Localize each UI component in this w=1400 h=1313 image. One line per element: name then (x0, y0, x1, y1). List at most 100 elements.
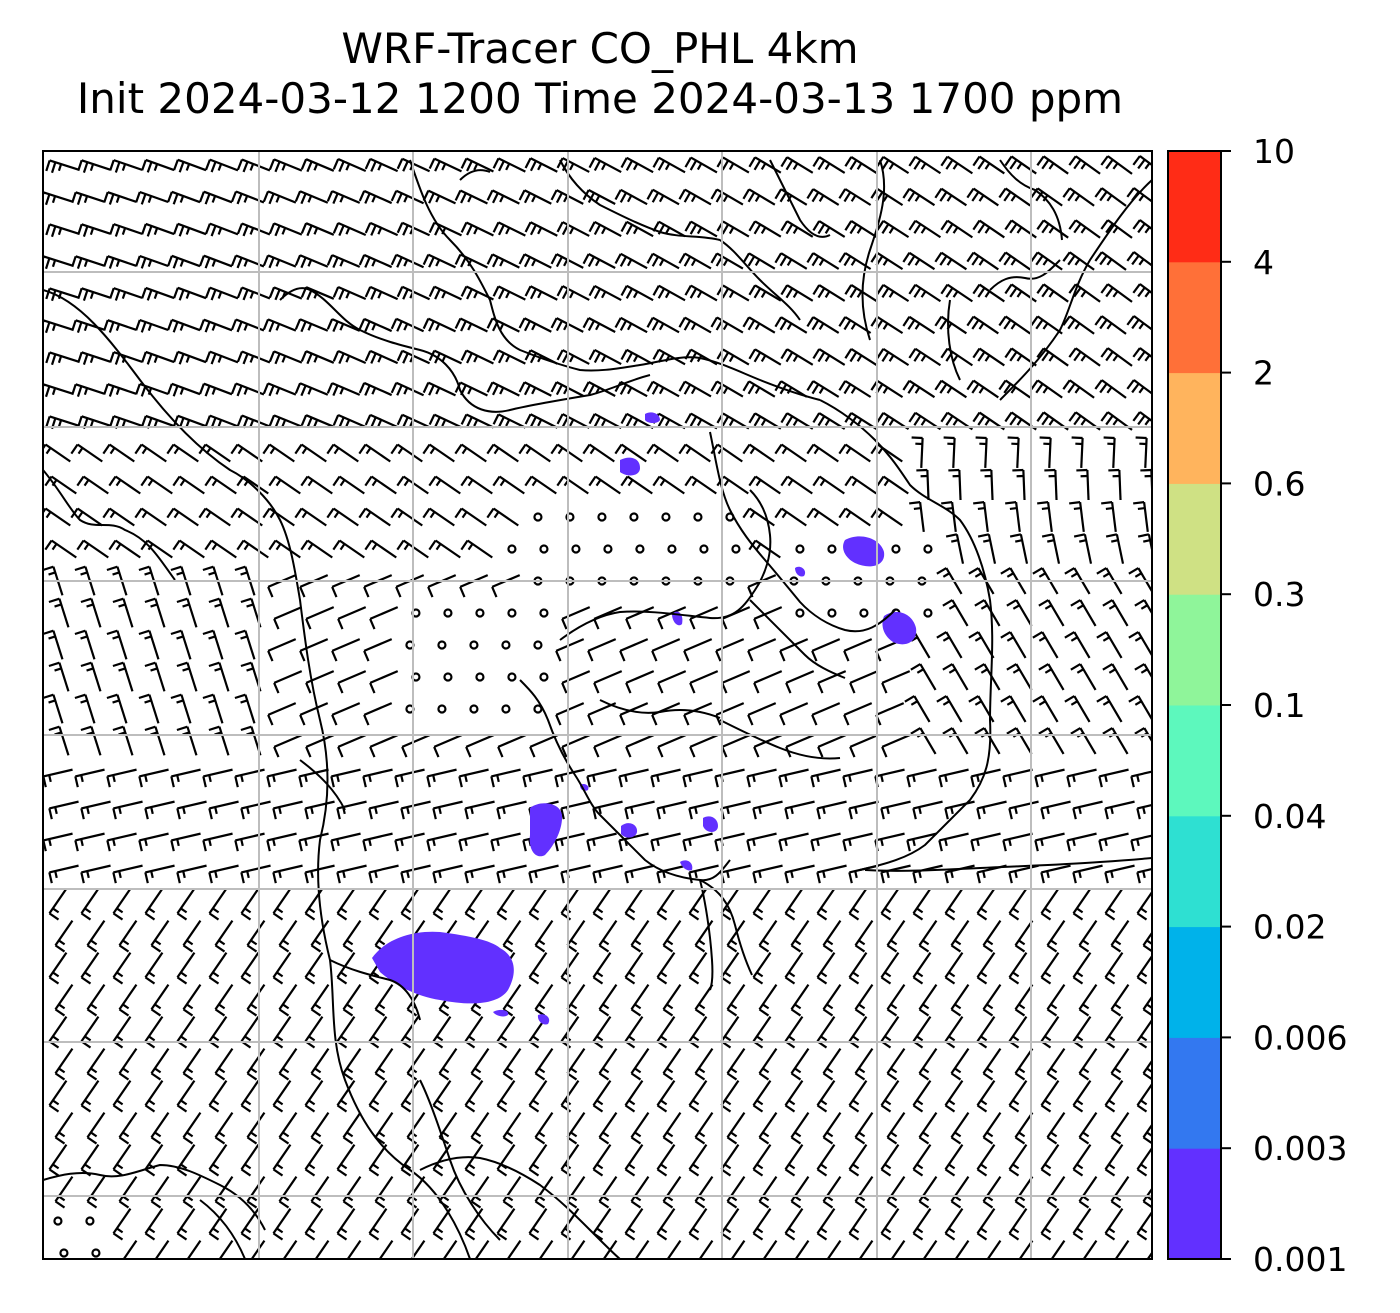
wind-barb (582, 443, 615, 463)
wind-barb (1007, 436, 1020, 469)
wind-barb (1110, 920, 1130, 953)
wind-barb (774, 252, 808, 270)
wind-barb (141, 286, 175, 301)
wind-barb (758, 1048, 778, 1081)
wind-barb (103, 319, 137, 333)
wind-barb (332, 158, 367, 172)
calm-wind-marker (699, 544, 709, 554)
wind-barb (54, 1176, 74, 1209)
wind-barb (326, 382, 361, 396)
wind-barb (198, 318, 233, 333)
wind-barb (624, 1144, 644, 1177)
wind-barb (550, 381, 584, 397)
wind-barb (811, 638, 841, 662)
wind-barb (176, 864, 207, 884)
wind-barb (758, 1112, 778, 1145)
wind-barb (103, 191, 137, 205)
wind-barb (554, 768, 585, 788)
wind-barb (173, 286, 207, 301)
wind-barb (48, 597, 70, 628)
wind-barb (715, 638, 745, 662)
wind-barb (236, 539, 269, 559)
wind-barb (1062, 251, 1095, 271)
wind-barb (1104, 800, 1135, 820)
wind-barb (1078, 1176, 1098, 1209)
wind-barb (214, 984, 234, 1017)
wind-barb (936, 695, 963, 723)
colorbar-segment (1168, 1148, 1221, 1260)
wind-barb (912, 952, 932, 985)
wind-barb (342, 984, 362, 1017)
calm-wind-marker (475, 608, 485, 618)
wind-barb (614, 443, 647, 463)
wind-barb (364, 539, 397, 559)
colorbar-tick-label: 0.001 (1253, 1240, 1347, 1279)
wind-barb (144, 661, 166, 692)
wind-barb (1008, 1144, 1028, 1177)
wind-barb (1126, 251, 1152, 267)
wind-barb (812, 348, 846, 366)
wind-barb (1034, 768, 1065, 788)
wind-barb (460, 539, 493, 559)
wind-barb (77, 287, 111, 301)
wind-barb (167, 190, 201, 205)
wind-barb (625, 606, 655, 630)
wind-barb (762, 1240, 778, 1259)
wind-barb (748, 348, 782, 366)
wind-barb (528, 888, 548, 921)
wind-barb (950, 920, 970, 953)
wind-barb (529, 734, 559, 758)
wind-barb (938, 768, 969, 788)
wind-barb (234, 629, 256, 660)
wind-barb (518, 443, 551, 463)
wind-barb (778, 768, 809, 788)
wind-barb (267, 702, 297, 726)
wind-barb (236, 286, 271, 301)
colorbar-tick-label: 0.6 (1253, 464, 1305, 503)
coastline-segment (989, 259, 1061, 291)
wind-barb (390, 507, 423, 527)
wind-barb (747, 638, 777, 662)
wind-barb (246, 1176, 266, 1209)
wind-barb (582, 253, 616, 269)
coastline-segment (699, 879, 714, 991)
wind-barb (326, 254, 361, 268)
wind-barb (342, 1048, 362, 1081)
coastline-segment (279, 287, 651, 413)
wind-barb (208, 888, 228, 921)
wind-barb (1006, 663, 1033, 691)
wind-barb (998, 187, 1031, 207)
wind-barb (332, 350, 367, 364)
wind-barb (337, 670, 367, 694)
wind-barb (54, 984, 74, 1017)
wind-barb (588, 412, 622, 430)
wind-barb (916, 468, 930, 501)
wind-barb (304, 1208, 324, 1241)
coastline-segment (409, 159, 821, 401)
wind-barb (694, 920, 714, 953)
wind-barb (817, 734, 847, 758)
colorbar-tick-label: 10 (1253, 132, 1295, 171)
calm-wind-marker (795, 608, 805, 618)
wind-barb (326, 318, 361, 332)
wind-barb (1130, 834, 1152, 852)
wind-barb (282, 1240, 298, 1259)
wind-barb (208, 661, 230, 692)
wind-barb (240, 1144, 260, 1177)
wind-barbs-layer (43, 155, 1152, 1259)
wind-barb (619, 702, 649, 726)
wind-barb (396, 539, 429, 559)
wind-barb (394, 768, 425, 788)
wind-barb (294, 507, 327, 527)
colorbar-segment (1168, 261, 1221, 374)
wind-barb (748, 220, 782, 238)
wind-barb (982, 984, 1002, 1017)
wind-barb (876, 347, 910, 367)
wind-barb (758, 984, 778, 1017)
wind-barb (848, 1208, 868, 1241)
wind-barb (272, 888, 292, 921)
wind-barb (976, 952, 996, 985)
wind-barb (460, 221, 494, 237)
wind-barb (346, 1240, 362, 1259)
wind-barb (977, 533, 997, 564)
